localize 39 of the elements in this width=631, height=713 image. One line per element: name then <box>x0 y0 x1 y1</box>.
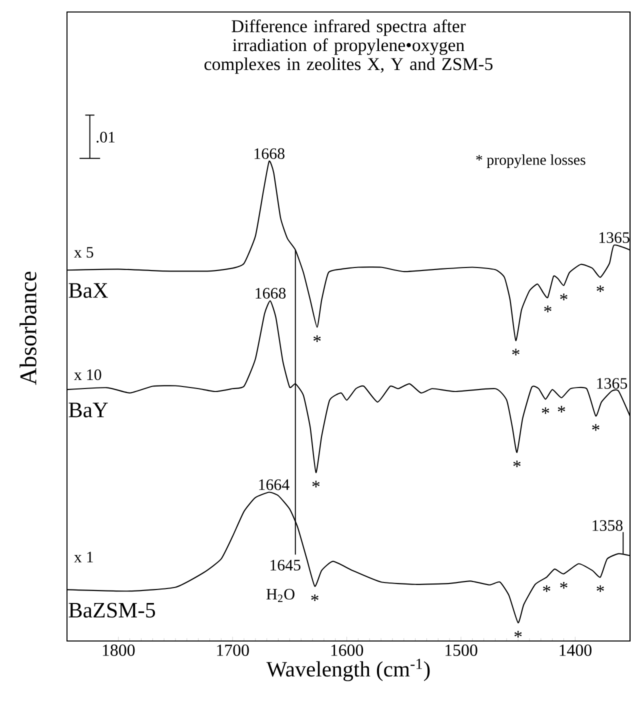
annotation: * <box>313 335 321 342</box>
annotation: * <box>558 406 566 412</box>
text: .01 <box>96 132 115 143</box>
annotation: 1645 <box>270 560 300 571</box>
series-label: BaX <box>68 283 108 298</box>
x-tick-label: 1600 <box>331 644 364 656</box>
annotation: x 10 <box>74 369 102 380</box>
annotation: * <box>544 306 552 312</box>
chart-title: Difference infrared spectra after irradiation of propylene•oxygen complexes in zeolites X, Y and ZSM-5 <box>204 19 492 74</box>
annotation: * <box>596 585 604 592</box>
annotation: 1668 <box>256 288 286 299</box>
x-tick-label: 1800 <box>102 644 135 656</box>
annotation: H$_{2}$O <box>266 588 294 602</box>
annotation: * <box>596 285 604 292</box>
annotation: * propylene losses <box>476 154 586 168</box>
annotation: 1358 <box>592 520 623 531</box>
annotation: * <box>512 348 520 356</box>
series-label: BaZSM-5 <box>68 602 156 618</box>
annotation: * <box>542 407 550 414</box>
annotation: * <box>514 630 522 638</box>
annotation: * <box>513 460 521 468</box>
annotation: * <box>560 294 568 300</box>
annotation: * <box>311 594 318 602</box>
annotation: 1664 <box>259 479 290 490</box>
annotation: x 1 <box>74 552 93 562</box>
x-tick-label: 1500 <box>446 644 478 656</box>
y-axis-title: Absorbance <box>20 272 36 385</box>
annotation: * <box>543 585 550 592</box>
x-axis-title: Wavelength (cm$^{-1}$) <box>266 658 430 682</box>
annotation: 1365 <box>599 232 630 243</box>
annotation: * <box>560 582 568 589</box>
x-tick-label: 1400 <box>560 644 592 656</box>
annotation: x 5 <box>74 247 94 258</box>
series-label: BaY <box>68 402 108 418</box>
annotation: 1668 <box>254 148 284 160</box>
annotation: 1365 <box>597 378 628 389</box>
annotation: * <box>592 424 600 431</box>
x-tick-label: 1700 <box>217 644 249 656</box>
annotation: * <box>312 480 320 488</box>
